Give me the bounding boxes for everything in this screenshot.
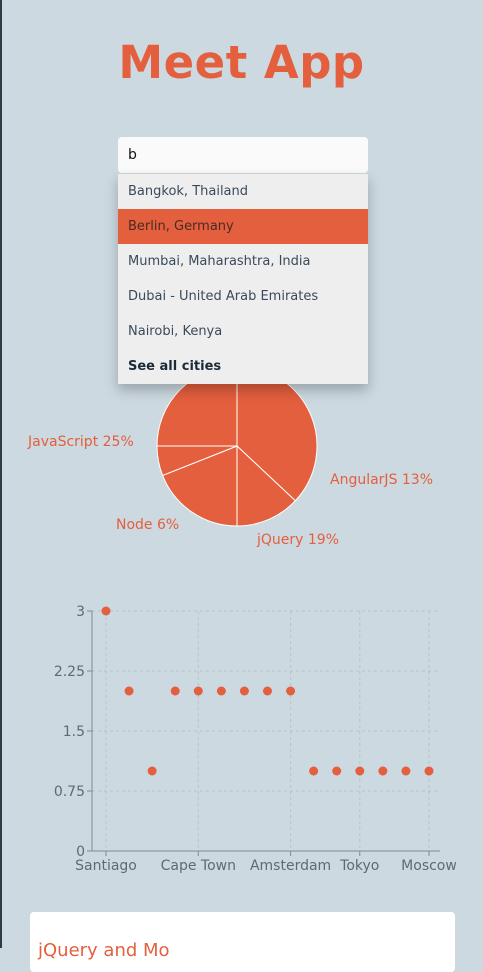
x-tick-label: Amsterdam bbox=[250, 858, 331, 874]
window-left-border bbox=[0, 0, 2, 948]
suggestion-item[interactable]: Dubai - United Arab Emirates bbox=[128, 289, 319, 304]
y-tick-label: 1.5 bbox=[63, 724, 85, 740]
x-tick-label: Cape Town bbox=[161, 858, 236, 874]
city-suggestions-list: Bangkok, Thailand Berlin, Germany Mumbai… bbox=[118, 174, 368, 384]
scatter-point[interactable] bbox=[239, 686, 249, 696]
scatter-point[interactable] bbox=[147, 766, 157, 776]
scatter-point[interactable] bbox=[216, 686, 226, 696]
scatter-point[interactable] bbox=[101, 606, 111, 616]
x-tick-label: Santiago bbox=[75, 858, 137, 874]
y-tick-label: 0.75 bbox=[54, 784, 85, 800]
pie-label: JavaScript 25% bbox=[27, 434, 134, 450]
suggestion-item-selected[interactable]: Berlin, Germany bbox=[118, 209, 368, 244]
scatter-point[interactable] bbox=[378, 766, 388, 776]
pie-label: AngularJS 13% bbox=[330, 472, 433, 488]
pie-label: jQuery 19% bbox=[256, 532, 339, 548]
city-search-input[interactable] bbox=[118, 137, 368, 173]
scatter-point[interactable] bbox=[170, 686, 180, 696]
events-scatter-chart: 0 0.75 1.5 2.25 3 Santiago Cape Town Amsterdam T… bbox=[54, 604, 457, 874]
event-card[interactable]: jQuery and Mo bbox=[30, 912, 455, 972]
scatter-point[interactable] bbox=[401, 766, 411, 776]
pie-slice-jquery bbox=[161, 445, 238, 527]
x-tick-label: Moscow bbox=[401, 858, 457, 874]
event-card-title: jQuery and Mo bbox=[38, 940, 170, 961]
suggestion-item[interactable]: Mumbai, Maharashtra, India bbox=[128, 254, 311, 269]
scatter-point[interactable] bbox=[124, 686, 134, 696]
x-tick-label: Tokyo bbox=[339, 858, 379, 874]
suggestion-item[interactable]: Nairobi, Kenya bbox=[128, 324, 223, 339]
scatter-point[interactable] bbox=[309, 766, 319, 776]
scatter-point[interactable] bbox=[263, 686, 272, 696]
app-title: Meet App bbox=[118, 36, 365, 89]
scatter-point[interactable] bbox=[286, 686, 296, 696]
y-tick-label: 0 bbox=[76, 844, 85, 860]
scatter-point[interactable] bbox=[193, 686, 203, 696]
scatter-point[interactable] bbox=[424, 766, 434, 776]
pie-slice-angularjs bbox=[236, 444, 297, 527]
see-all-cities-item[interactable]: See all cities bbox=[128, 359, 222, 374]
scatter-point[interactable] bbox=[355, 766, 365, 776]
y-tick-label: 3 bbox=[76, 604, 85, 620]
pie-label: Node 6% bbox=[116, 517, 179, 533]
genre-pie-chart: JavaScript 25% AngularJS 13% Node 6% jQuery… bbox=[27, 365, 433, 548]
suggestion-item[interactable]: Bangkok, Thailand bbox=[128, 184, 249, 199]
y-tick-label: 2.25 bbox=[54, 664, 85, 680]
scatter-point[interactable] bbox=[332, 766, 342, 776]
